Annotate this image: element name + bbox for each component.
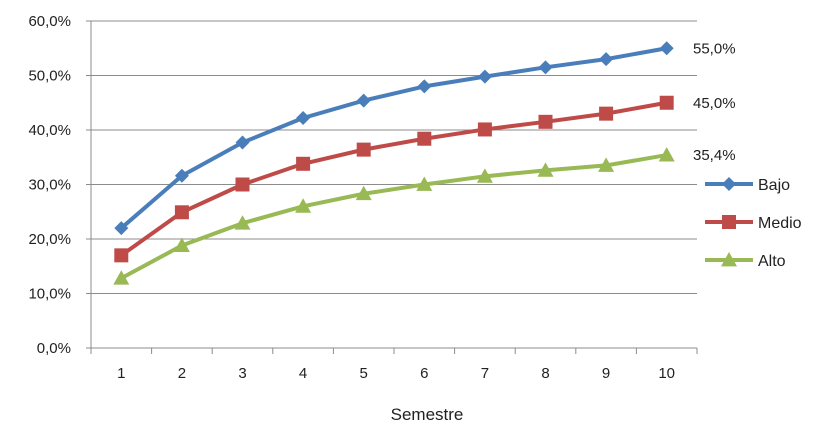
data-point-triangle xyxy=(537,162,554,177)
series-line xyxy=(120,100,668,257)
legend-marker-square xyxy=(722,215,736,229)
series-line xyxy=(120,153,668,281)
x-tick-labels: 1 2 3 4 5 6 7 8 9 10 xyxy=(117,365,675,382)
y-tick-label: 60,0% xyxy=(28,13,71,30)
data-point-diamond xyxy=(417,79,432,94)
data-point-triangle xyxy=(476,168,493,183)
legend: Bajo Medio Alto xyxy=(705,177,802,270)
axes xyxy=(86,20,698,354)
legend-marker-triangle xyxy=(721,252,737,267)
data-point-triangle xyxy=(234,215,251,230)
data-point-square xyxy=(538,114,553,129)
x-tick-label: 5 xyxy=(360,365,368,382)
x-tick-label: 7 xyxy=(481,365,489,382)
y-tick-label: 30,0% xyxy=(28,177,71,194)
legend-label: Medio xyxy=(758,215,802,232)
data-point-diamond xyxy=(477,69,492,84)
data-point-square xyxy=(417,131,432,146)
data-point-diamond xyxy=(296,111,311,126)
data-point-triangle xyxy=(598,157,615,172)
data-point-diamond xyxy=(356,93,371,108)
data-point-square xyxy=(599,106,614,121)
y-tick-label: 40,0% xyxy=(28,122,71,139)
data-point-diamond xyxy=(659,41,674,56)
series-medio xyxy=(114,95,674,263)
legend-label: Bajo xyxy=(758,177,790,194)
x-tick-label: 2 xyxy=(178,365,186,382)
end-labels: 55,0% 45,0% 35,4% xyxy=(693,40,736,164)
data-point-triangle xyxy=(416,176,433,191)
legend-item-medio: Medio xyxy=(705,215,802,232)
series-bajo xyxy=(114,41,674,236)
data-point-square xyxy=(659,95,674,110)
x-tick-label: 8 xyxy=(541,365,549,382)
data-point-square xyxy=(477,122,492,137)
legend-marker-diamond xyxy=(722,177,736,191)
data-point-square xyxy=(296,156,311,171)
end-value-label: 55,0% xyxy=(693,40,736,57)
data-point-triangle xyxy=(113,270,130,285)
data-point-diamond xyxy=(599,52,614,67)
y-tick-label: 20,0% xyxy=(28,231,71,248)
data-point-diamond xyxy=(114,221,129,236)
y-tick-labels: 0,0% 10,0% 20,0% 30,0% 40,0% 50,0% 60,0% xyxy=(28,13,71,357)
legend-item-bajo: Bajo xyxy=(705,177,790,194)
data-point-triangle xyxy=(295,198,312,213)
series-line xyxy=(119,46,668,230)
series-layer xyxy=(113,41,675,285)
y-tick-label: 10,0% xyxy=(28,286,71,303)
data-point-diamond xyxy=(174,168,189,183)
data-point-square xyxy=(114,248,129,263)
x-tick-label: 9 xyxy=(602,365,610,382)
data-point-triangle xyxy=(658,147,675,162)
data-point-diamond xyxy=(235,135,250,150)
data-point-square xyxy=(356,142,371,157)
legend-item-alto: Alto xyxy=(705,252,786,270)
x-tick-label: 4 xyxy=(299,365,307,382)
gridlines xyxy=(91,20,697,294)
data-point-triangle xyxy=(355,185,372,201)
x-axis-title: Semestre xyxy=(391,405,464,424)
x-tick-label: 10 xyxy=(658,365,675,382)
y-tick-label: 50,0% xyxy=(28,68,71,85)
end-value-label: 45,0% xyxy=(693,95,736,112)
x-tick-label: 3 xyxy=(238,365,246,382)
y-tick-label: 0,0% xyxy=(37,340,71,357)
end-value-label: 35,4% xyxy=(693,147,736,164)
x-tick-label: 1 xyxy=(117,365,125,382)
legend-label: Alto xyxy=(758,253,786,270)
series-alto xyxy=(113,147,675,285)
data-point-square xyxy=(235,177,250,192)
x-tick-label: 6 xyxy=(420,365,428,382)
data-point-diamond xyxy=(538,60,553,75)
data-point-triangle xyxy=(173,237,190,252)
data-point-square xyxy=(174,205,189,220)
